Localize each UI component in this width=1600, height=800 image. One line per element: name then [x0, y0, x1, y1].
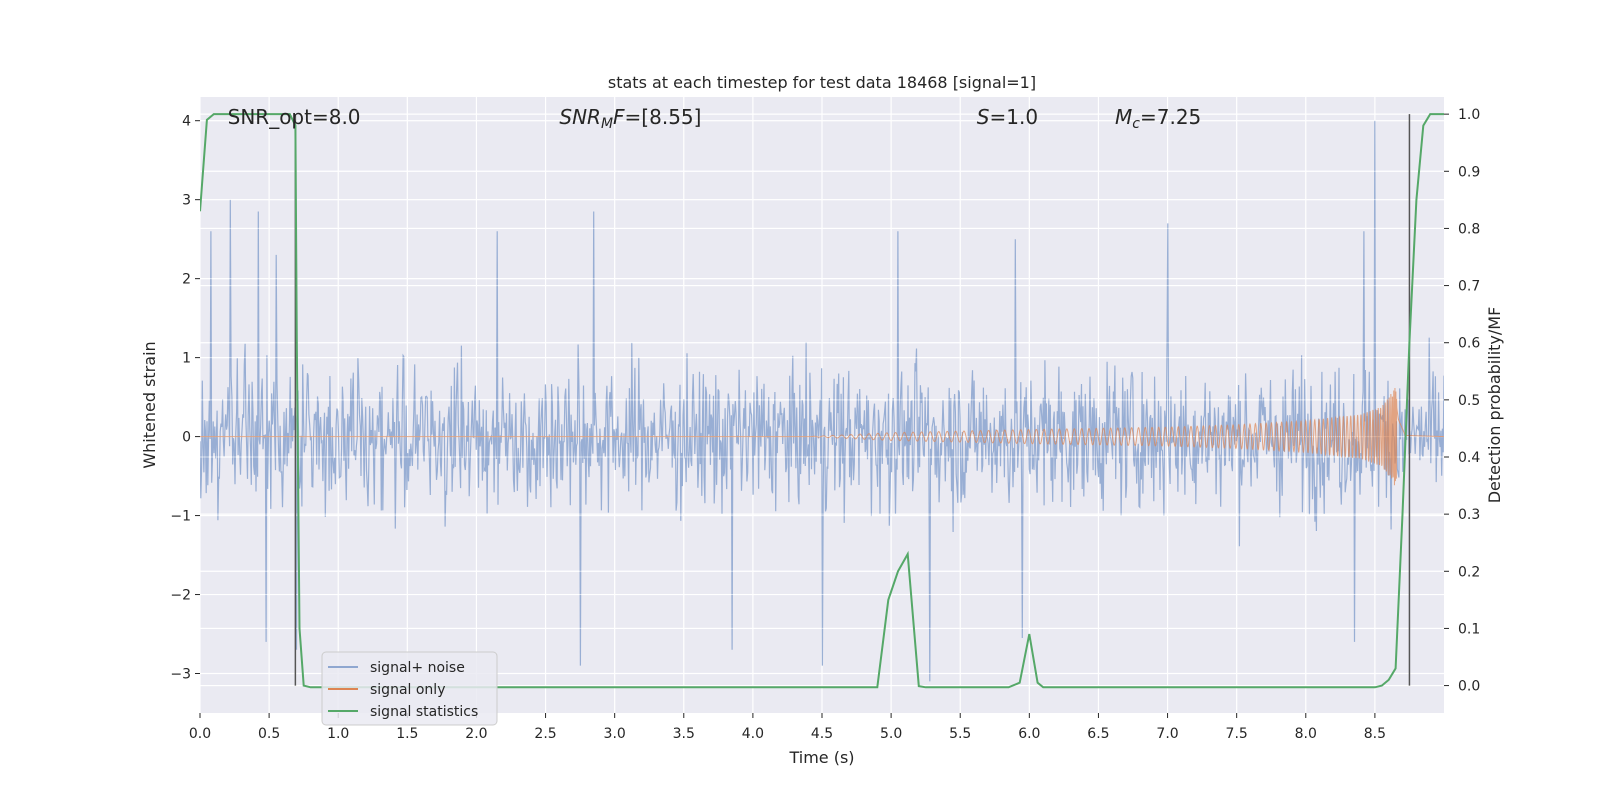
- y-axis-label: Whitened strain: [140, 341, 159, 468]
- x-tick-label-5: 2.5: [534, 726, 556, 742]
- chart-title: stats at each timestep for test data 184…: [608, 73, 1036, 92]
- x-tick-label-12: 6.0: [1018, 726, 1040, 742]
- y2-tick-label-10: 1.0: [1458, 107, 1480, 123]
- y-tick-label-3: 0: [182, 430, 191, 446]
- left-axis-ticks: −3 −2 −1 0 1 2 3 4: [170, 114, 200, 683]
- x-tick-label-17: 8.5: [1364, 726, 1386, 742]
- x-tick-label-9: 4.5: [811, 726, 833, 742]
- x-tick-label-0: 0.0: [189, 726, 211, 742]
- x-axis-label: Time (s): [788, 748, 854, 767]
- legend-label-signal-statistics: signal statistics: [370, 704, 478, 720]
- y2-tick-label-2: 0.2: [1458, 564, 1480, 580]
- x-tick-label-7: 3.5: [673, 726, 695, 742]
- annotations: SNR_opt=8.0 SNRMF=[8.55] S=1.0 Mc=7.25: [228, 105, 1202, 132]
- x-tick-label-10: 5.0: [880, 726, 902, 742]
- y2-tick-label-5: 0.5: [1458, 393, 1480, 409]
- y2-tick-label-6: 0.6: [1458, 336, 1480, 352]
- y-tick-label-6: 3: [182, 193, 191, 209]
- legend-label-signal-plus-noise: signal+ noise: [370, 660, 465, 676]
- y2-axis-label: Detection probability/MF: [1485, 307, 1504, 504]
- y-tick-label-7: 4: [182, 114, 191, 130]
- y-tick-label-5: 2: [182, 272, 191, 288]
- legend-label-signal-only: signal only: [370, 682, 445, 698]
- x-tick-label-3: 1.5: [396, 726, 418, 742]
- y2-tick-label-3: 0.3: [1458, 507, 1480, 523]
- series-signal-statistics: [200, 113, 1444, 689]
- x-tick-label-11: 5.5: [949, 726, 971, 742]
- y-tick-label-0: −3: [170, 667, 191, 683]
- x-tick-label-14: 7.0: [1156, 726, 1178, 742]
- stats-trace: [200, 113, 1444, 689]
- x-tick-label-6: 3.0: [604, 726, 626, 742]
- y2-tick-label-7: 0.7: [1458, 279, 1480, 295]
- x-tick-label-13: 6.5: [1087, 726, 1109, 742]
- legend-box: [321, 651, 498, 726]
- y2-tick-label-9: 0.9: [1458, 164, 1480, 180]
- annotation-mc: Mc=7.25: [1115, 105, 1201, 132]
- x-tick-label-4: 2.0: [465, 726, 487, 742]
- y2-tick-label-8: 0.8: [1458, 221, 1480, 237]
- x-tick-label-8: 4.0: [742, 726, 764, 742]
- y2-tick-label-4: 0.4: [1458, 450, 1480, 466]
- right-axis-ticks: 0.0 0.1 0.2 0.3 0.4 0.5 0.6 0.7 0.8 0.9 1.0: [1444, 107, 1480, 695]
- x-tick-label-16: 8.0: [1295, 726, 1317, 742]
- y2-tick-label-0: 0.0: [1458, 679, 1480, 695]
- x-tick-label-2: 1.0: [327, 726, 349, 742]
- annotation-snr_mf: SNRMF=[8.55]: [559, 105, 701, 132]
- annotation-s: S=1.0: [977, 105, 1038, 129]
- annotation-snr_opt: SNR_opt=8.0: [228, 105, 361, 129]
- series-signal-only: [200, 387, 1444, 486]
- y2-tick-label-1: 0.1: [1458, 621, 1480, 637]
- legend: signal+ noise signal only signal statist…: [321, 651, 498, 726]
- grid-overlay: [200, 113, 1444, 687]
- noise-trace: [200, 120, 1444, 682]
- y-tick-label-1: −2: [170, 588, 191, 604]
- x-tick-label-15: 7.5: [1226, 726, 1248, 742]
- x-axis-ticks: 0.0 0.5 1.0 1.5 2.0 2.5 3.0 3.5 4.0 4.5 5.0 5.5 6.0 6…: [189, 713, 1386, 742]
- plot-series: [200, 113, 1444, 689]
- x-tick-label-1: 0.5: [258, 726, 280, 742]
- y-tick-label-4: 1: [182, 351, 191, 367]
- signal-trace: [200, 387, 1444, 486]
- y-tick-label-2: −1: [170, 509, 191, 525]
- series-signal-plus-noise: [200, 120, 1444, 682]
